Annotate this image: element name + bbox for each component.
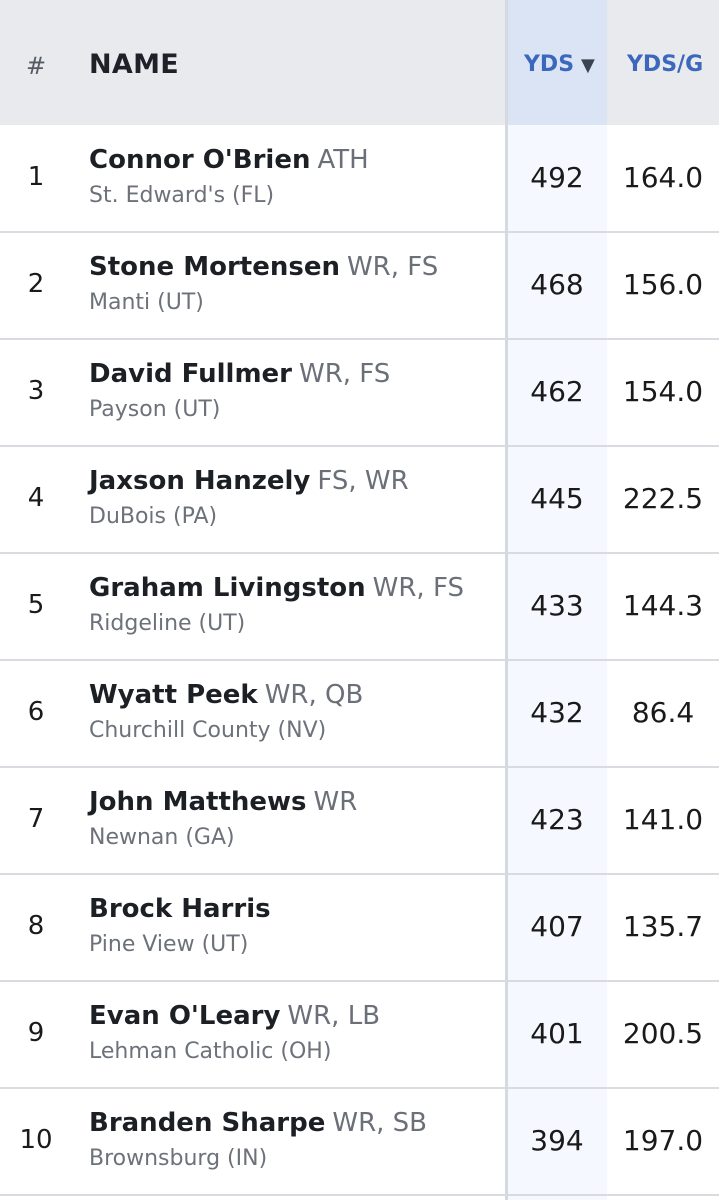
yds-per-game-value: 156.0 [622, 268, 704, 301]
yds-value: 407 [530, 910, 584, 943]
player-name-link[interactable]: Branden Sharpe [89, 1108, 326, 1138]
player-school: St. Edward's (FL) [89, 183, 275, 208]
player-school: DuBois (PA) [89, 504, 218, 529]
row-rank: 2 [27, 269, 45, 299]
table-row[interactable]: 8 Brock Harris Pine View (UT) 407 135.7 [0, 874, 719, 982]
column-divider [505, 0, 508, 1200]
player-name-line: Evan O'Leary WR, LB [89, 1001, 380, 1031]
player-school: Churchill County (NV) [89, 718, 327, 743]
yds-value: 468 [530, 268, 584, 301]
player-name-link[interactable]: Graham Livingston [89, 573, 366, 603]
row-divider [0, 1087, 719, 1089]
player-name-line: Brock Harris [89, 894, 271, 924]
name-column-header: NAME [89, 49, 180, 80]
row-divider [0, 1194, 719, 1196]
row-divider [0, 980, 719, 982]
row-rank: 1 [27, 162, 45, 192]
sort-descending-icon: ▼ [581, 55, 595, 76]
player-name-line: Connor O'Brien ATH [89, 145, 369, 175]
player-school: Pine View (UT) [89, 932, 249, 957]
row-rank: 9 [27, 1018, 45, 1048]
rank-column-header: # [26, 52, 47, 80]
row-divider [0, 552, 719, 554]
table-row[interactable]: 7 John Matthews WR Newnan (GA) 423 141.0 [0, 767, 719, 875]
sorted-column-highlight [507, 125, 607, 1200]
table-row[interactable]: 4 Jaxson Hanzely FS, WR DuBois (PA) 445 222.5 [0, 446, 719, 554]
yds-per-game-value: 222.5 [622, 482, 704, 515]
player-position: WR, FS [372, 573, 464, 603]
player-position: WR, QB [264, 680, 364, 710]
yds-per-game-value: 200.5 [622, 1017, 704, 1050]
yds-value: 492 [530, 161, 584, 194]
player-name-line: Wyatt Peek WR, QB [89, 680, 363, 710]
yds-value: 433 [530, 589, 584, 622]
player-position: ATH [317, 145, 369, 175]
yds-value: 394 [530, 1124, 584, 1157]
table-header: # NAME YDS ▼ YDS/G [0, 0, 719, 125]
player-name-link[interactable]: David Fullmer [89, 359, 292, 389]
yds-value: 423 [530, 803, 584, 836]
player-name-line: Jaxson Hanzely FS, WR [89, 466, 409, 496]
row-rank: 7 [27, 804, 45, 834]
row-rank: 5 [27, 590, 45, 620]
player-school: Ridgeline (UT) [89, 611, 246, 636]
yds-value: 401 [530, 1017, 584, 1050]
player-school: Manti (UT) [89, 290, 204, 315]
player-name-link[interactable]: Connor O'Brien [89, 145, 311, 175]
row-divider [0, 445, 719, 447]
yds-per-game-value: 135.7 [622, 910, 704, 943]
player-name-link[interactable]: John Matthews [89, 787, 307, 817]
table-row[interactable]: 1 Connor O'Brien ATH St. Edward's (FL) 492 16… [0, 125, 719, 233]
player-name-link[interactable]: Stone Mortensen [89, 252, 340, 282]
player-name-line: Branden Sharpe WR, SB [89, 1108, 427, 1138]
yds-per-game-value: 86.4 [631, 696, 695, 729]
player-school: Brownsburg (IN) [89, 1146, 268, 1171]
row-rank: 8 [27, 911, 45, 941]
player-position: FS, WR [317, 466, 409, 496]
yds-value: 462 [530, 375, 584, 408]
table-row[interactable]: 9 Evan O'Leary WR, LB Lehman Catholic (OH) 4… [0, 981, 719, 1089]
player-name-link[interactable]: Brock Harris [89, 894, 271, 924]
row-divider [0, 659, 719, 661]
yds-per-game-value: 154.0 [622, 375, 704, 408]
player-name-line: David Fullmer WR, FS [89, 359, 390, 389]
yds-per-game-value: 144.3 [622, 589, 704, 622]
player-position: WR [313, 787, 358, 817]
player-name-line: John Matthews WR [89, 787, 357, 817]
row-rank: 6 [27, 697, 45, 727]
table-row[interactable]: 10 Branden Sharpe WR, SB Brownsburg (IN) 394… [0, 1088, 719, 1196]
yds-value: 445 [530, 482, 584, 515]
yds-per-game-value: 164.0 [622, 161, 704, 194]
yds-column-header[interactable]: YDS [524, 52, 575, 77]
row-rank: 3 [27, 376, 45, 406]
player-school: Payson (UT) [89, 397, 221, 422]
player-name-link[interactable]: Wyatt Peek [89, 680, 258, 710]
yds-per-game-value: 141.0 [622, 803, 704, 836]
table-row[interactable]: 2 Stone Mortensen WR, FS Manti (UT) 468 156.0 [0, 232, 719, 340]
row-rank: 4 [27, 483, 45, 513]
row-divider [0, 766, 719, 768]
player-school: Newnan (GA) [89, 825, 235, 850]
yds-header-highlight [507, 0, 607, 125]
table-row[interactable]: 6 Wyatt Peek WR, QB Churchill County (NV) 43… [0, 660, 719, 768]
yds-per-game-column-header[interactable]: YDS/G [627, 52, 704, 77]
row-divider [0, 338, 719, 340]
row-divider [0, 873, 719, 875]
player-position: WR, LB [287, 1001, 381, 1031]
table-row[interactable]: 3 David Fullmer WR, FS Payson (UT) 462 154.0 [0, 339, 719, 447]
yds-value: 432 [530, 696, 584, 729]
player-school: Lehman Catholic (OH) [89, 1039, 332, 1064]
table-row[interactable]: 5 Graham Livingston WR, FS Ridgeline (UT) 43… [0, 553, 719, 661]
player-name-link[interactable]: Evan O'Leary [89, 1001, 281, 1031]
player-position: WR, FS [346, 252, 439, 282]
player-position: WR, SB [332, 1108, 428, 1138]
row-divider [0, 231, 719, 233]
yds-per-game-value: 197.0 [622, 1124, 704, 1157]
player-name-line: Graham Livingston WR, FS [89, 573, 464, 603]
player-position: WR, FS [299, 359, 391, 389]
row-rank: 10 [19, 1125, 53, 1155]
player-name-link[interactable]: Jaxson Hanzely [89, 466, 311, 496]
player-name-line: Stone Mortensen WR, FS [89, 252, 438, 282]
